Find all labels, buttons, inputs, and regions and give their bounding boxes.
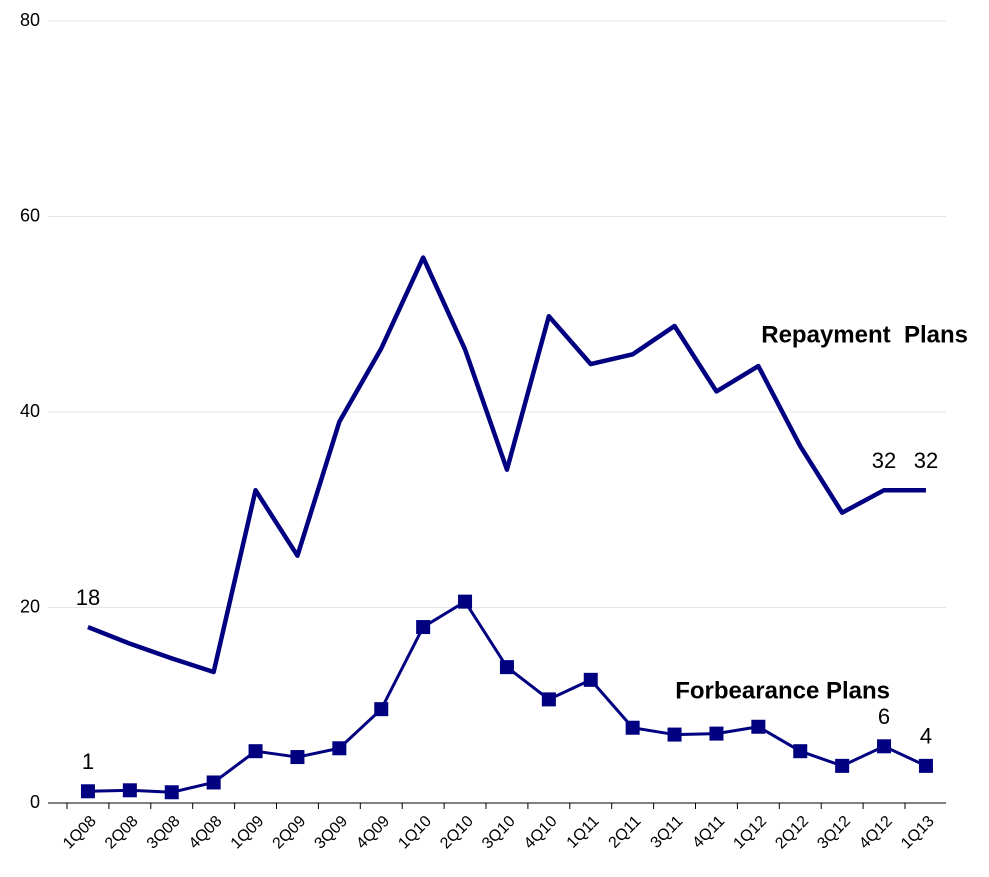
x-tick-label: 1Q11 <box>564 813 603 852</box>
x-tick-label: 1Q13 <box>898 813 938 853</box>
x-tick-label: 4Q09 <box>353 813 393 853</box>
marker <box>499 660 514 675</box>
x-tick-label: 1Q10 <box>395 813 435 853</box>
marker <box>164 785 179 800</box>
marker <box>751 719 766 734</box>
x-tick-label: 2Q10 <box>437 813 477 853</box>
y-tick-label: 80 <box>20 10 40 30</box>
marker <box>290 750 305 765</box>
x-tick-label: 2Q11 <box>606 813 645 852</box>
x-tick-label: 3Q08 <box>144 813 184 853</box>
data-label: 18 <box>76 585 100 610</box>
x-tick-label: 1Q12 <box>730 813 770 853</box>
data-label: 32 <box>872 448 896 473</box>
marker <box>667 727 682 742</box>
series-annotation: Repayment Plans <box>761 321 968 348</box>
x-tick-label: 1Q08 <box>60 813 100 853</box>
marker <box>877 739 892 754</box>
marker <box>122 783 137 798</box>
marker <box>206 775 221 790</box>
x-tick-label: 2Q09 <box>270 813 310 853</box>
line-series <box>87 255 926 675</box>
x-tick-label: 1Q09 <box>228 813 268 853</box>
marker <box>248 744 263 759</box>
y-tick-label: 20 <box>20 596 40 616</box>
data-label: 32 <box>914 448 938 473</box>
marker <box>918 758 933 773</box>
marker <box>709 726 724 741</box>
marker <box>583 672 598 687</box>
y-tick-label: 40 <box>20 401 40 421</box>
x-tick-label: 2Q12 <box>772 813 812 853</box>
series-annotation: Forbearance Plans <box>675 677 890 704</box>
marker <box>793 744 808 759</box>
x-tick-label: 3Q09 <box>311 813 351 853</box>
x-tick-label: 3Q10 <box>479 813 519 853</box>
x-tick-label: 2Q08 <box>102 813 142 853</box>
y-tick-label: 0 <box>30 792 40 812</box>
marker <box>80 784 95 799</box>
data-label: 6 <box>878 704 890 729</box>
marker <box>374 702 389 717</box>
marker <box>835 758 850 773</box>
x-tick-label: 4Q12 <box>856 813 896 853</box>
marker <box>541 692 556 707</box>
marker <box>458 594 473 609</box>
x-tick-label: 3Q12 <box>814 813 854 853</box>
marker <box>416 620 431 635</box>
data-label: 1 <box>82 749 94 774</box>
x-tick-label: 3Q11 <box>648 813 687 852</box>
x-tick-label: 4Q10 <box>521 813 561 853</box>
marker <box>625 720 640 735</box>
x-tick-label: 4Q11 <box>689 813 728 852</box>
data-label: 4 <box>920 724 932 749</box>
marker <box>332 741 347 756</box>
x-tick-label: 4Q08 <box>186 813 226 853</box>
y-tick-label: 60 <box>20 205 40 225</box>
